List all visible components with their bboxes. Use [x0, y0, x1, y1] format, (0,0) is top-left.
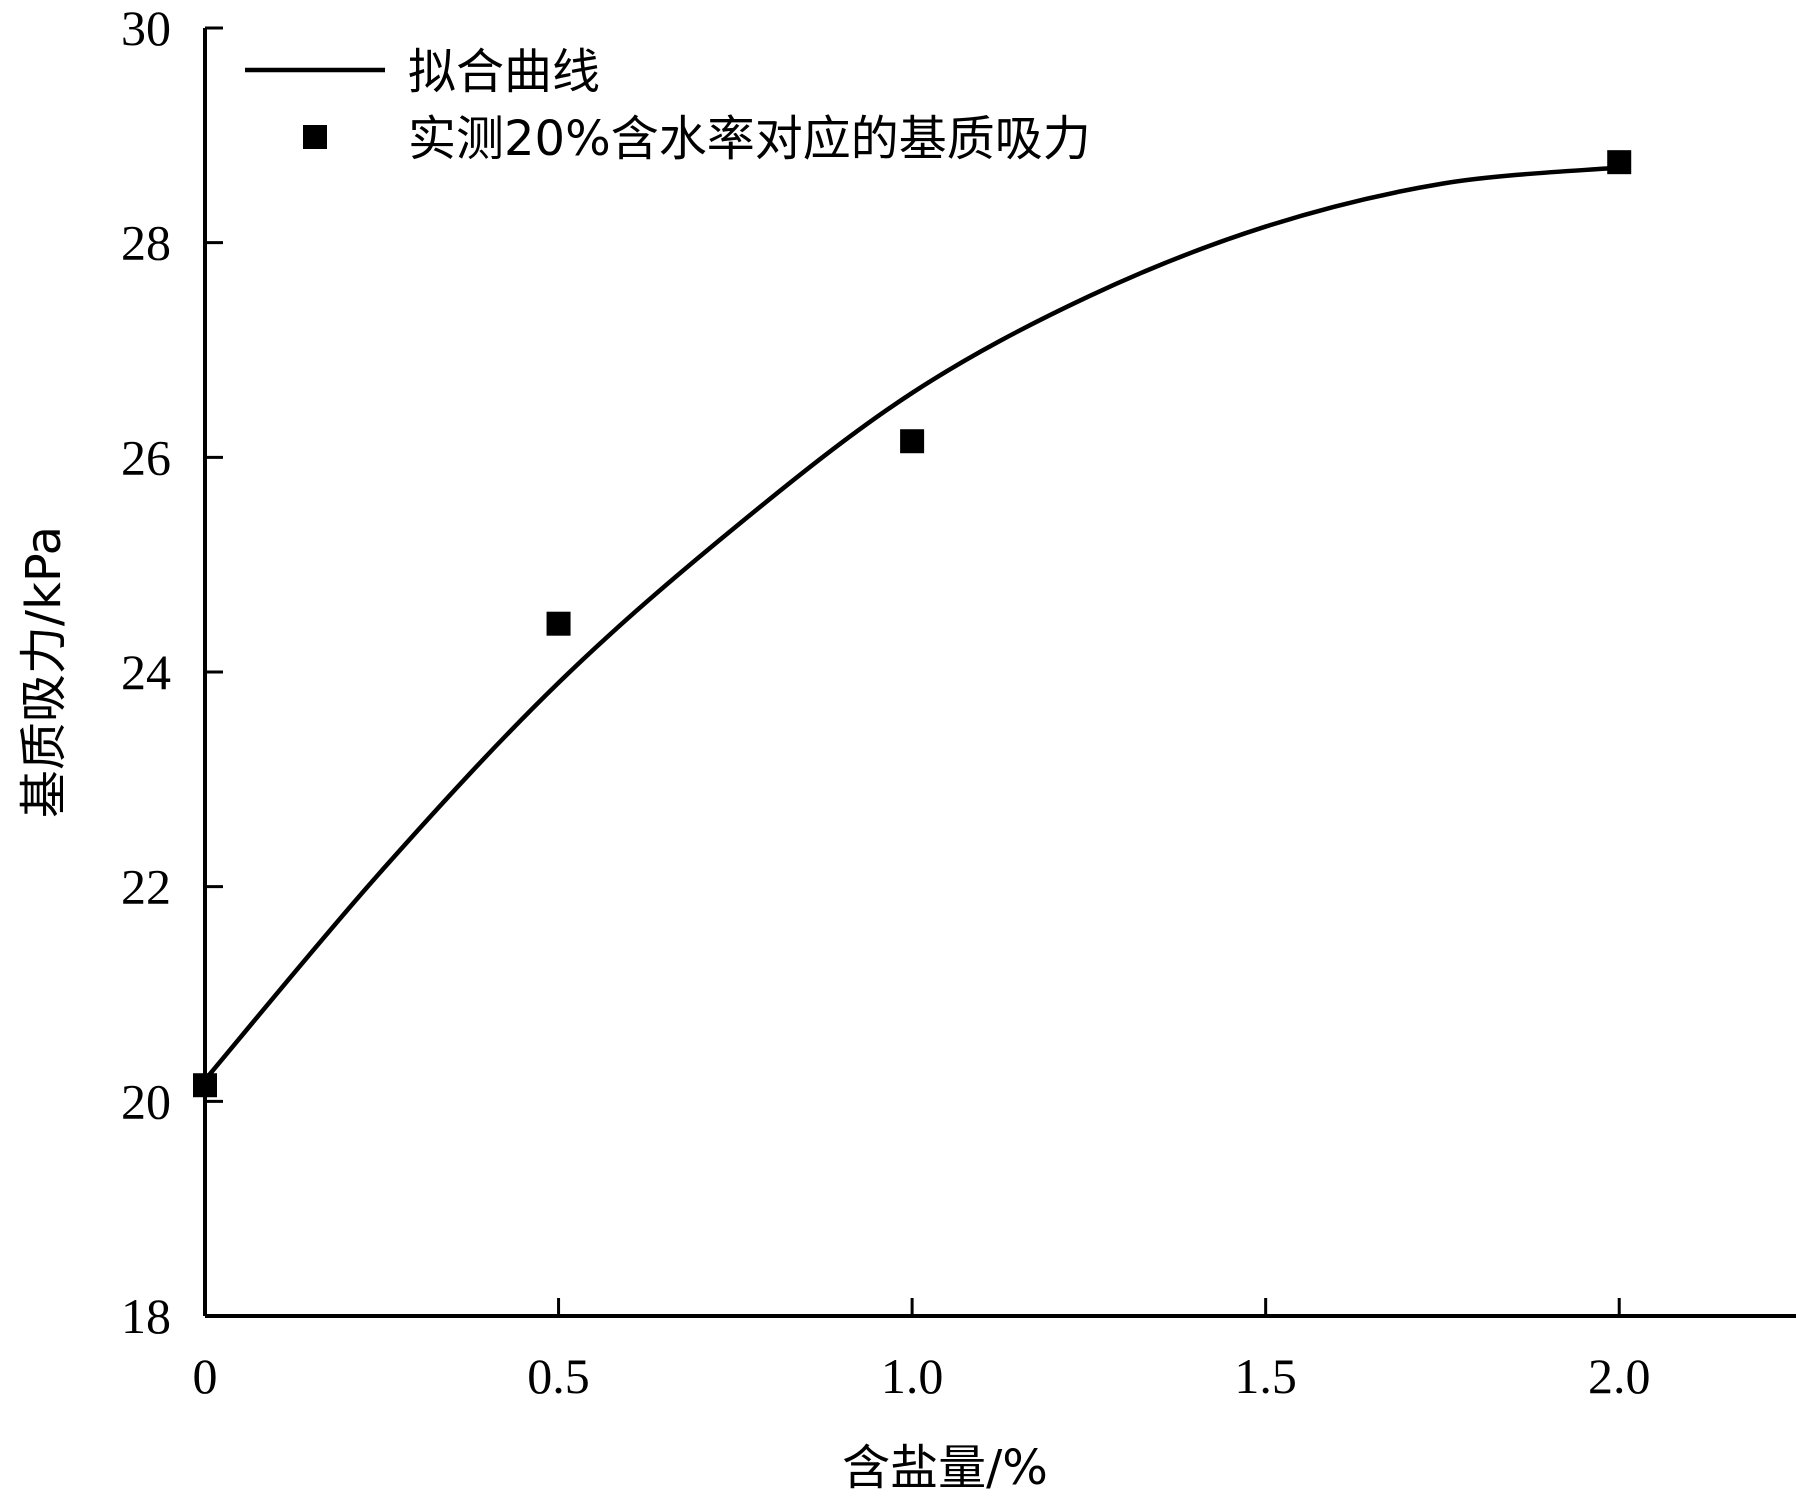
data-point: [193, 1073, 217, 1098]
y-tick-label: 22: [121, 859, 171, 915]
data-point: [546, 611, 571, 636]
y-tick-label: 26: [121, 429, 171, 485]
y-tick-label: 28: [121, 215, 171, 271]
x-tick-label: 1.0: [881, 1348, 944, 1404]
x-axis-title: 含盐量/%: [842, 1440, 1048, 1496]
y-tick-label: 24: [121, 644, 171, 700]
data-point: [900, 429, 925, 454]
y-ticks: 18 20 22 24 26 28 30: [121, 0, 223, 1344]
legend-marker-swatch: [303, 125, 327, 149]
x-tick-label: 0: [193, 1348, 218, 1404]
axes: [203, 28, 1796, 1318]
x-ticks: 0 0.5 1.0 1.5 2.0: [193, 1298, 1651, 1404]
y-axis-title: 基质吸力/kPa: [16, 526, 72, 818]
y-tick-label: 18: [121, 1288, 171, 1344]
x-tick-label: 0.5: [527, 1348, 590, 1404]
y-tick-label: 30: [121, 0, 171, 56]
legend-line-label: 拟合曲线: [408, 44, 600, 100]
fit-curve: [203, 165, 1620, 1082]
x-tick-label: 2.0: [1588, 1348, 1651, 1404]
legend: 拟合曲线 实测20%含水率对应的基质吸力: [245, 44, 1091, 167]
plot-area: [193, 150, 1632, 1098]
y-tick-label: 20: [121, 1073, 171, 1129]
x-tick-label: 1.5: [1234, 1348, 1297, 1404]
legend-marker-label: 实测20%含水率对应的基质吸力: [408, 111, 1091, 167]
data-point: [1607, 150, 1632, 175]
